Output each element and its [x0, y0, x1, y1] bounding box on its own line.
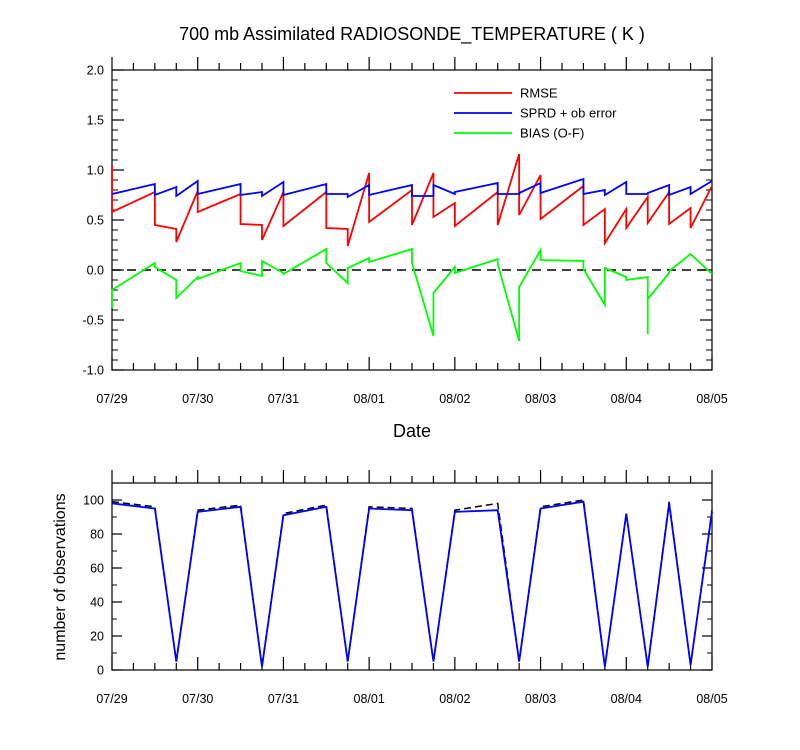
- bottom-series-lines: [111, 499, 713, 667]
- y-tick-label: 40: [90, 596, 104, 610]
- legend-label-sprd-ob-error: SPRD + ob error: [520, 106, 617, 121]
- y-tick-label: 20: [90, 630, 104, 644]
- top-axis-ticks: [111, 57, 713, 371]
- x-tick-label: 08/03: [525, 692, 556, 706]
- x-tick-label: 08/01: [354, 392, 385, 406]
- x-tick-label: 08/02: [439, 392, 470, 406]
- y-tick-label: 1.0: [87, 164, 104, 178]
- y-tick-label: 1.5: [87, 114, 104, 128]
- bottom-axis-ticks: [111, 470, 713, 671]
- top-x-tick-labels: 07/29 07/30 07/31 08/01 08/02 08/03 08/04 08/05: [96, 392, 727, 406]
- y-tick-label: 0: [97, 664, 104, 678]
- y-tick-label: 0.5: [87, 214, 104, 228]
- x-tick-label: 08/01: [354, 692, 385, 706]
- x-tick-label: 08/02: [439, 692, 470, 706]
- legend-label-rmse: RMSE: [520, 86, 558, 101]
- bottom-chart: 0 20 40 60 80 100 07/29 07/30 07/31 08/01 08/02 08…: [52, 470, 728, 706]
- series-line-rmse: [111, 153, 713, 247]
- x-tick-label: 07/31: [268, 392, 299, 406]
- y-tick-label: 100: [83, 494, 104, 508]
- series-line-bias-o-f: [111, 246, 713, 342]
- bottom-y-tick-labels: 0 20 40 60 80 100: [83, 494, 104, 678]
- x-tick-label: 08/05: [696, 392, 727, 406]
- y-tick-label: -1.0: [82, 364, 104, 378]
- x-tick-label: 07/29: [96, 392, 127, 406]
- legend-label-bias-o-f: BIAS (O-F): [520, 126, 584, 141]
- y-axis-label-observations: number of observations: [52, 493, 69, 660]
- x-tick-label: 07/31: [268, 692, 299, 706]
- top-y-tick-labels: -1.0 -0.5 0.0 0.5 1.0 1.5 2.0: [82, 64, 104, 378]
- x-axis-label: Date: [393, 421, 431, 441]
- chart-title: 700 mb Assimilated RADIOSONDE_TEMPERATUR…: [179, 24, 645, 45]
- bottom-x-tick-labels: 07/29 07/30 07/31 08/01 08/02 08/03 08/04 08/05: [96, 692, 727, 706]
- top-series-lines: [111, 153, 713, 342]
- x-tick-label: 07/29: [96, 692, 127, 706]
- x-tick-label: 08/04: [611, 692, 642, 706]
- y-tick-label: 80: [90, 528, 104, 542]
- y-tick-label: 0.0: [87, 264, 104, 278]
- y-tick-label: 60: [90, 562, 104, 576]
- x-tick-label: 08/05: [696, 692, 727, 706]
- series-line-possible-observations: [111, 499, 713, 667]
- top-chart: 700 mb Assimilated RADIOSONDE_TEMPERATUR…: [82, 24, 727, 441]
- y-tick-label: -0.5: [82, 314, 104, 328]
- series-line-sprd-ob-error: [111, 177, 713, 199]
- legend: RMSE SPRD + ob error BIAS (O-F): [454, 86, 617, 141]
- y-tick-label: 2.0: [87, 64, 104, 78]
- x-tick-label: 08/03: [525, 392, 556, 406]
- x-tick-label: 08/04: [611, 392, 642, 406]
- x-tick-label: 07/30: [182, 392, 213, 406]
- series-line-assimilated-observations: [111, 500, 713, 667]
- x-tick-label: 07/30: [182, 692, 213, 706]
